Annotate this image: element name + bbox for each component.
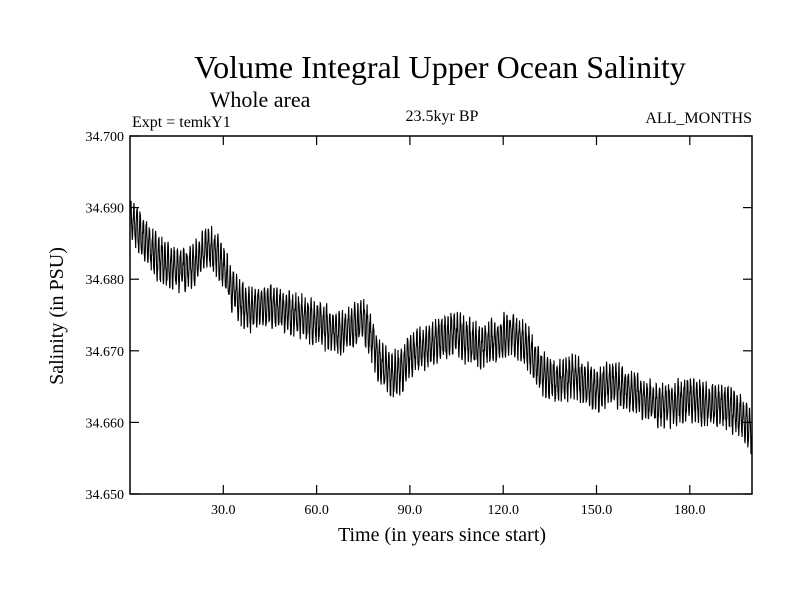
series-line-salinity (129, 200, 753, 455)
months-label: ALL_MONTHS (645, 110, 752, 127)
x-tick-label: 150.0 (581, 503, 613, 518)
x-tick-label: 180.0 (674, 503, 706, 518)
data-layer (129, 200, 753, 455)
y-tick-label: 34.680 (86, 273, 125, 288)
plot-frame (129, 135, 753, 495)
period-label: 23.5kyr BP (406, 108, 479, 125)
x-axis-label: Time (in years since start) (338, 524, 546, 546)
chart-title: Volume Integral Upper Ocean Salinity (194, 49, 686, 85)
y-axis-label: Salinity (in PSU) (46, 247, 68, 385)
x-tick-label: 30.0 (211, 503, 236, 518)
x-tick-label: 90.0 (398, 503, 423, 518)
y-tick-label: 34.690 (86, 202, 125, 217)
y-tick-label: 34.660 (86, 416, 125, 431)
y-tick-label: 34.670 (86, 345, 125, 360)
chart-subtitle: Whole area (210, 87, 311, 112)
y-tick-label: 34.700 (86, 130, 125, 145)
y-tick-label: 34.650 (86, 488, 125, 503)
x-tick-label: 60.0 (304, 503, 329, 518)
experiment-label: Expt = temkY1 (132, 114, 231, 131)
x-tick-label: 120.0 (487, 503, 519, 518)
axes: 34.650 34.660 34.670 34.680 34.690 34.700 30.0… (86, 130, 753, 518)
